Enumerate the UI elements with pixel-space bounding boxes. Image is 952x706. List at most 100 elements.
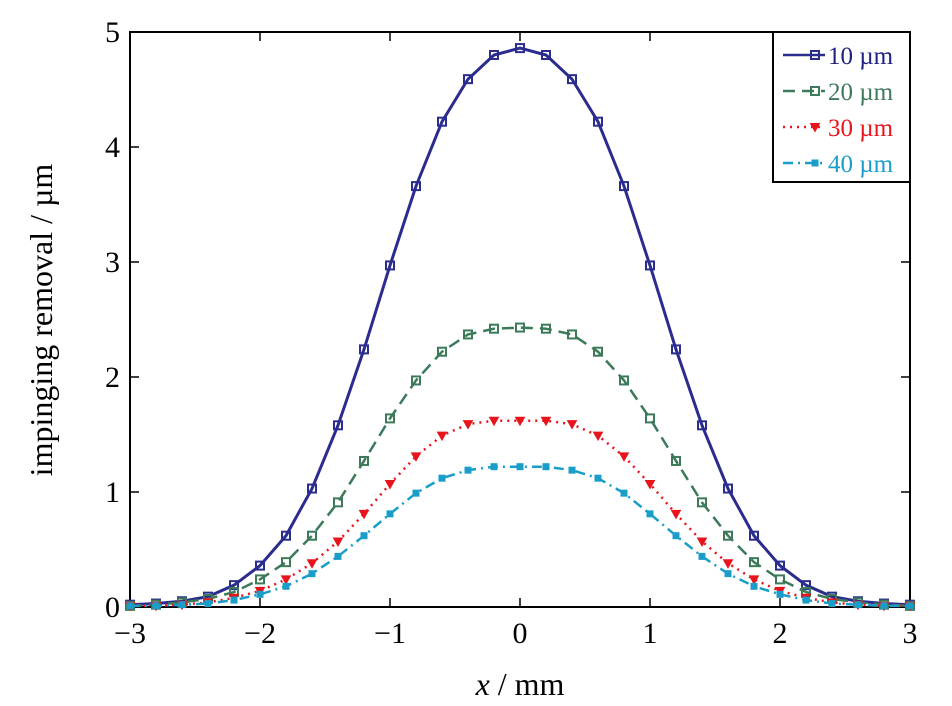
data-point	[671, 344, 681, 355]
data-point	[412, 489, 420, 497]
data-point	[152, 602, 160, 610]
data-point	[178, 601, 186, 609]
data-point	[490, 463, 498, 471]
data-point	[618, 452, 630, 462]
legend-label: 40 µm	[828, 151, 894, 178]
data-point	[541, 323, 551, 334]
data-point	[775, 574, 785, 585]
data-point	[724, 570, 732, 578]
data-point	[306, 559, 318, 569]
legend-label: 20 µm	[828, 79, 894, 106]
data-point	[567, 74, 577, 85]
data-point	[723, 530, 733, 541]
y-tick-label: 3	[105, 246, 120, 279]
x-tick-label: 1	[643, 617, 658, 650]
legend-item: 20 µm	[783, 79, 894, 106]
x-axis-tick-labels: −3 −2 −1 0 1 2 3	[114, 617, 917, 650]
x-tick-label: 0	[513, 617, 528, 650]
data-point	[255, 560, 265, 571]
data-point	[126, 602, 134, 610]
data-point	[333, 420, 343, 431]
data-point	[332, 537, 344, 547]
legend: 10 µm 20 µm 30 µm 40 µm	[772, 31, 911, 183]
data-point	[359, 455, 369, 466]
series-line	[129, 46, 911, 607]
data-point	[515, 43, 525, 54]
data-point	[229, 580, 239, 591]
data-point	[334, 552, 342, 560]
data-point	[280, 575, 292, 585]
data-point	[750, 582, 758, 590]
data-point	[437, 116, 447, 127]
data-point	[644, 479, 656, 490]
data-point	[542, 463, 550, 471]
data-point	[540, 416, 552, 427]
data-point	[385, 260, 395, 271]
legend-item: 30 µm	[783, 115, 894, 142]
data-point	[437, 346, 447, 357]
data-point	[619, 375, 629, 386]
data-point	[802, 596, 810, 604]
data-point	[282, 582, 290, 590]
data-point	[514, 416, 526, 427]
legend-item: 40 µm	[783, 151, 894, 178]
data-point	[463, 74, 473, 85]
data-point	[748, 575, 760, 585]
data-point	[256, 590, 264, 598]
legend-items: 10 µm 20 µm 30 µm 40 µm	[783, 43, 894, 178]
data-point	[592, 431, 604, 442]
x-tick-label: −3	[114, 617, 146, 650]
data-point	[230, 596, 238, 604]
y-tick-label: 4	[105, 131, 120, 164]
data-point	[333, 497, 343, 508]
y-tick-label: 0	[105, 591, 120, 624]
data-point	[593, 346, 603, 357]
x-axis-unit: / mm	[490, 666, 565, 702]
data-point	[488, 416, 500, 427]
data-point	[672, 532, 680, 540]
x-tick-label: 2	[773, 617, 788, 650]
data-point	[906, 602, 914, 610]
data-point	[281, 557, 291, 568]
data-point	[567, 329, 577, 340]
y-tick-label: 2	[105, 361, 120, 394]
series-1	[125, 43, 915, 610]
data-point	[360, 532, 368, 540]
data-point	[697, 497, 707, 508]
x-tick-label: −2	[244, 617, 276, 650]
data-point	[462, 420, 474, 430]
data-point	[411, 181, 421, 192]
y-tick-label: 5	[105, 16, 120, 49]
data-point	[204, 600, 212, 608]
series-line	[129, 326, 911, 608]
data-point	[828, 600, 836, 608]
data-point	[801, 580, 811, 591]
data-point	[698, 552, 706, 560]
data-point	[723, 483, 733, 494]
data-point	[645, 413, 655, 424]
data-point	[854, 601, 862, 609]
data-point	[307, 530, 317, 541]
data-point	[489, 323, 499, 334]
data-point	[464, 466, 472, 474]
x-axis-variable: x	[475, 666, 490, 702]
legend-label: 10 µm	[828, 43, 894, 70]
series-4	[126, 463, 914, 610]
data-point	[722, 559, 734, 569]
legend-box	[772, 31, 911, 183]
x-axis-title: x / mm	[475, 666, 565, 702]
legend-marker	[811, 159, 819, 167]
data-point	[670, 509, 682, 520]
y-axis-title: impinging removal / µm	[23, 164, 59, 477]
legend-marker	[810, 86, 820, 96]
data-point	[255, 574, 265, 585]
data-point	[438, 474, 446, 482]
data-point	[541, 50, 551, 60]
data-point	[410, 452, 422, 462]
data-point	[696, 537, 708, 547]
data-point	[880, 602, 888, 610]
data-point	[776, 590, 784, 598]
data-point	[307, 483, 317, 494]
data-point	[645, 260, 655, 271]
